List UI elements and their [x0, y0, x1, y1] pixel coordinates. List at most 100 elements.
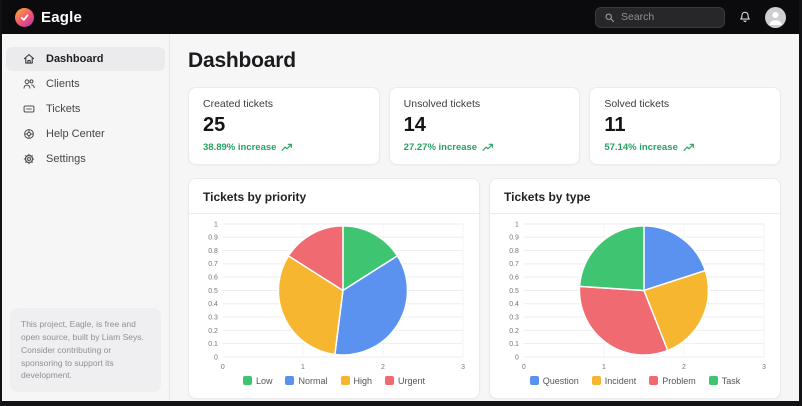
svg-text:1: 1 [301, 364, 305, 371]
legend-label: Urgent [398, 375, 426, 386]
legend-label: High [353, 375, 373, 386]
user-avatar[interactable] [765, 6, 786, 28]
legend-label: Low [255, 375, 273, 386]
home-icon [21, 52, 36, 66]
stat-change-text: 57.14% increase [604, 142, 678, 153]
legend-item[interactable]: Question [529, 375, 579, 386]
sidebar-item-label: Settings [46, 153, 86, 165]
sidebar-footer-note: This project, Eagle, is free and open so… [10, 308, 161, 392]
svg-text:0.5: 0.5 [208, 288, 218, 295]
legend-item[interactable]: Low [242, 375, 273, 386]
legend-swatch-icon [649, 376, 659, 386]
legend-item[interactable]: Problem [649, 376, 696, 386]
brand[interactable]: Eagle [15, 7, 83, 27]
stat-card-solved-tickets: Solved tickets 11 57.14% increase [589, 87, 782, 165]
sidebar-item-settings[interactable]: Settings [6, 147, 165, 171]
sidebar-item-help-center[interactable]: Help Center [6, 122, 165, 146]
clients-icon [21, 77, 36, 91]
notifications-bell-icon[interactable] [736, 8, 754, 26]
stat-card-created-tickets: Created tickets 25 38.89% increase [188, 87, 380, 165]
svg-text:0.3: 0.3 [208, 314, 218, 321]
svg-text:0.7: 0.7 [509, 261, 519, 268]
sidebar-item-tickets[interactable]: Tickets [6, 97, 165, 121]
svg-text:0.4: 0.4 [509, 301, 519, 308]
trend-up-icon [683, 143, 695, 152]
stat-value: 11 [604, 114, 626, 136]
svg-text:3: 3 [461, 364, 465, 371]
stat-label: Created tickets [203, 98, 274, 110]
chart-title: Tickets by priority [189, 179, 479, 214]
brand-name: Eagle [41, 8, 83, 26]
search-icon [604, 12, 615, 23]
chart-card-tickets-by-priority: Tickets by priority 0 0.1 0.2 0.3 0.4 0.5 0.6 0… [188, 178, 480, 399]
svg-text:1: 1 [602, 364, 606, 371]
sidebar: Dashboard Clients Tickets Help Center [2, 34, 170, 401]
legend-swatch-icon [285, 376, 295, 386]
trend-up-icon [482, 143, 494, 152]
svg-text:0.1: 0.1 [208, 341, 218, 348]
svg-text:0.6: 0.6 [208, 275, 218, 282]
legend-item[interactable]: Normal [285, 375, 328, 386]
legend-label: Question [542, 375, 579, 386]
legend-item[interactable]: Urgent [385, 376, 425, 386]
stat-label: Unsolved tickets [403, 98, 481, 110]
legend-label: Problem [662, 375, 696, 386]
legend-swatch-icon [708, 376, 718, 386]
chart-legend: Low Normal High Urgent [197, 375, 471, 392]
legend-item[interactable]: High [340, 375, 373, 386]
svg-text:0.2: 0.2 [208, 328, 218, 335]
svg-text:0.6: 0.6 [509, 275, 519, 282]
svg-text:0.9: 0.9 [208, 235, 218, 242]
legend-swatch-icon [242, 376, 252, 386]
svg-text:0.9: 0.9 [509, 235, 519, 242]
charts-row: Tickets by priority 0 0.1 0.2 0.3 0.4 0.5 0.6 0… [188, 178, 781, 399]
svg-text:0.7: 0.7 [208, 261, 218, 268]
sidebar-item-clients[interactable]: Clients [6, 72, 165, 96]
stat-change: 57.14% increase [604, 142, 766, 153]
pie-chart-type: 0 0.1 0.2 0.3 0.4 0.5 0.6 0.7 0.8 0.9 1 0 1 2 3 Questi… [490, 214, 780, 398]
pie-chart-priority: 0 0.1 0.2 0.3 0.4 0.5 0.6 0.7 0.8 0.9 1 0 1 2 3 Low Nor… [189, 214, 479, 398]
legend-swatch-icon [529, 376, 539, 386]
svg-text:0: 0 [214, 354, 218, 361]
chart-legend: Question Incident Problem Task [498, 375, 772, 392]
search-input[interactable] [621, 11, 716, 23]
sidebar-item-dashboard[interactable]: Dashboard [6, 47, 165, 71]
legend-label: Incident [604, 375, 637, 386]
sidebar-item-label: Help Center [46, 128, 105, 140]
stat-change-text: 38.89% increase [203, 142, 277, 153]
svg-text:0.1: 0.1 [509, 341, 519, 348]
stat-change: 38.89% increase [203, 142, 365, 153]
sidebar-item-label: Dashboard [46, 53, 104, 65]
legend-item[interactable]: Incident [591, 375, 637, 386]
svg-text:1: 1 [214, 221, 218, 228]
stat-change-text: 27.27% increase [403, 142, 478, 153]
topbar-right [595, 6, 786, 28]
svg-text:0.8: 0.8 [509, 248, 519, 255]
body: Dashboard Clients Tickets Help Center [2, 34, 799, 401]
legend-item[interactable]: Task [708, 375, 741, 386]
sidebar-item-label: Tickets [46, 103, 81, 115]
eagle-logo-icon [15, 7, 34, 27]
main-content: Dashboard Created tickets 25 38.89% incr… [170, 34, 799, 401]
stat-value: 25 [203, 114, 226, 136]
legend-swatch-icon [591, 376, 601, 386]
stat-cards-row: Created tickets 25 38.89% increase Unsol… [188, 87, 782, 165]
sidebar-item-label: Clients [46, 78, 80, 90]
svg-text:0: 0 [522, 364, 526, 371]
page-title: Dashboard [188, 49, 296, 72]
chart-title: Tickets by type [490, 179, 780, 214]
pie-chart-canvas: 0 0.1 0.2 0.3 0.4 0.5 0.6 0.7 0.8 0.9 1 0 1 2 3 [509, 221, 766, 371]
svg-text:0.4: 0.4 [208, 301, 218, 308]
stat-card-unsolved-tickets: Unsolved tickets 14 27.27% increase [388, 87, 581, 165]
search-box[interactable] [595, 6, 725, 28]
legend-label: Task [721, 375, 741, 386]
trend-up-icon [281, 143, 293, 152]
ticket-icon [21, 102, 36, 116]
svg-text:2: 2 [682, 364, 686, 371]
svg-text:0.5: 0.5 [509, 288, 519, 295]
svg-text:0: 0 [221, 364, 225, 371]
legend-label: Normal [298, 375, 328, 386]
help-buoy-icon [21, 127, 36, 141]
legend-swatch-icon [340, 376, 350, 386]
